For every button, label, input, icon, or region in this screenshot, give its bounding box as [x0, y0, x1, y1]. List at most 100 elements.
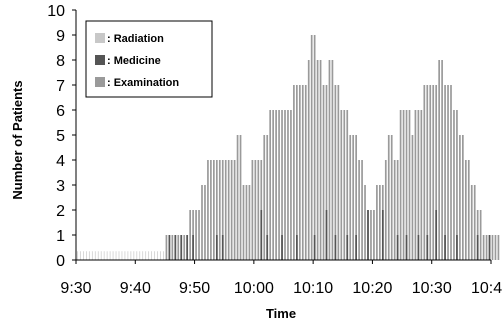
bar-examination — [319, 60, 322, 260]
x-axis-title: Time — [266, 306, 296, 321]
bar-examination — [408, 110, 411, 260]
bar-examination — [331, 60, 334, 260]
bars-layer — [77, 35, 500, 260]
bar-medicine — [192, 235, 194, 260]
bar-examination — [346, 110, 349, 260]
bar-examination — [479, 210, 482, 260]
bar-examination — [310, 35, 313, 260]
bar-examination — [204, 185, 206, 260]
bar-examination — [411, 135, 414, 260]
bar-medicine — [476, 235, 479, 260]
bar-examination — [384, 160, 387, 260]
bar-examination — [355, 135, 357, 260]
bar-examination — [393, 160, 396, 260]
bar-examination — [485, 235, 488, 260]
bar-examination — [281, 110, 283, 260]
bar-medicine — [186, 235, 189, 260]
bar-examination — [298, 85, 301, 260]
bar-medicine — [417, 235, 420, 260]
legend-swatch — [95, 77, 105, 87]
bar-examination — [263, 135, 266, 260]
bar-examination — [494, 235, 497, 260]
bar-examination — [221, 160, 224, 260]
legend: : Radiation: Medicine: Examination — [85, 20, 213, 98]
bar-examination — [491, 235, 494, 260]
bar-examination — [183, 235, 186, 260]
bar-examination — [447, 85, 449, 260]
bar-examination — [402, 110, 405, 260]
bar-medicine — [355, 235, 357, 260]
bar-examination — [405, 110, 408, 260]
bar-examination — [257, 160, 260, 260]
bar-examination — [301, 85, 304, 260]
bar-examination — [227, 160, 230, 260]
bar-examination — [224, 160, 227, 260]
y-tick-label: 5 — [56, 128, 65, 145]
bar-examination — [473, 185, 476, 260]
bar-examination — [278, 110, 280, 260]
bar-medicine — [174, 235, 177, 260]
bar-examination — [399, 110, 402, 260]
bar-medicine — [325, 210, 328, 260]
legend-label: : Examination — [107, 77, 179, 89]
bar-medicine — [215, 235, 218, 260]
bar-examination — [453, 110, 455, 260]
y-tick-label: 2 — [56, 203, 65, 220]
bar-examination — [322, 85, 325, 260]
bar-examination — [373, 210, 375, 260]
bar-examination — [177, 235, 180, 260]
bar-examination — [269, 110, 272, 260]
bar-examination — [251, 160, 254, 260]
bar-medicine — [281, 235, 283, 260]
bar-examination — [420, 110, 423, 260]
y-tick-label: 1 — [56, 228, 65, 245]
bar-examination — [364, 185, 366, 260]
bar-examination — [239, 135, 242, 260]
bar-examination — [334, 85, 337, 260]
y-axis-label: Number of Patients — [10, 80, 25, 199]
bar-medicine — [405, 235, 408, 260]
bar-examination — [358, 160, 360, 260]
bar-examination — [432, 85, 435, 260]
x-tick-label: 9:40 — [120, 280, 151, 297]
bar-examination — [414, 110, 417, 260]
bar-examination — [207, 160, 209, 260]
bar-examination — [441, 60, 443, 260]
axes-layer: 0 1 2 3 4 5 6 7 8 9 10 9:30 9:40 9:50 10:00 10:10 10:20 1… — [47, 3, 502, 297]
bar-examination — [325, 85, 328, 260]
bar-medicine — [221, 235, 224, 260]
y-tick-label: 3 — [56, 178, 65, 195]
bar-examination — [218, 160, 221, 260]
bar-examination — [165, 235, 168, 260]
bar-examination — [245, 185, 248, 260]
bar-examination — [236, 135, 239, 260]
x-tick-label: 10:30 — [412, 280, 452, 297]
bar-medicine — [266, 235, 269, 260]
x-tick-label: 9:50 — [179, 280, 210, 297]
bar-examination — [482, 235, 485, 260]
bar-medicine — [435, 210, 438, 260]
bar-examination — [275, 110, 277, 260]
y-tick-label: 6 — [56, 103, 65, 120]
bar-medicine — [488, 235, 491, 260]
bar-examination — [242, 185, 245, 260]
bar-medicine — [381, 210, 384, 260]
bar-medicine — [260, 210, 263, 260]
bar-examination — [370, 210, 372, 260]
y-tick-label: 10 — [47, 3, 65, 20]
bar-examination — [171, 235, 174, 260]
bar-examination — [296, 85, 298, 260]
bar-examination — [417, 110, 420, 260]
bar-examination — [361, 160, 363, 260]
bar-examination — [444, 85, 446, 260]
bar-examination — [349, 135, 352, 260]
bar-examination — [464, 160, 467, 260]
bar-examination — [435, 85, 438, 260]
bar-examination — [352, 135, 355, 260]
bar-examination — [423, 85, 426, 260]
bar-examination — [343, 110, 346, 260]
x-tick-label: 10:20 — [352, 280, 392, 297]
bar-examination — [379, 185, 381, 260]
bar-medicine — [346, 235, 349, 260]
legend-label: : Medicine — [107, 55, 161, 67]
